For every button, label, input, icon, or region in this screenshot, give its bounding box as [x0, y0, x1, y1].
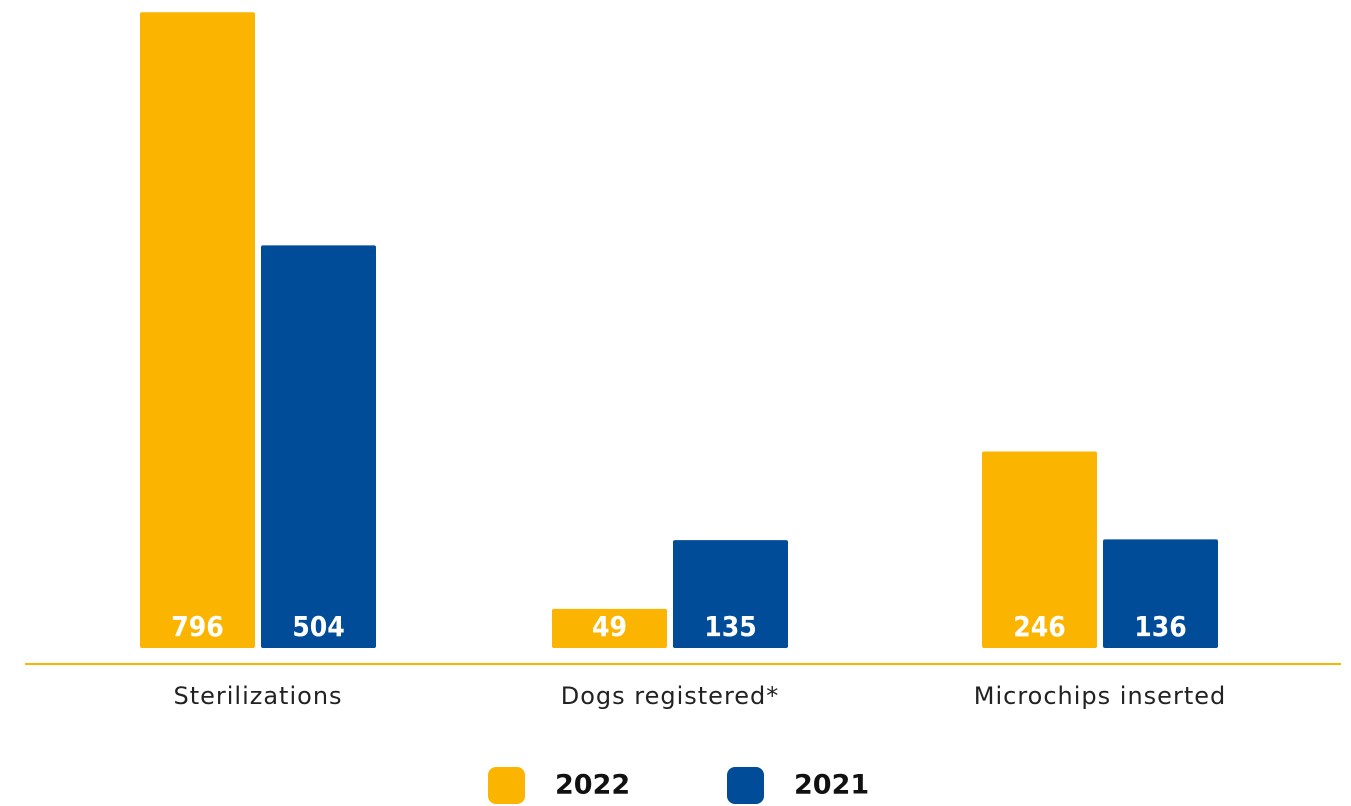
bar: [140, 12, 255, 648]
x-tick-label: Dogs registered*: [561, 682, 780, 710]
value-label: 136: [1134, 610, 1187, 643]
legend-label: 2021: [794, 770, 869, 801]
value-label: 796: [171, 610, 224, 643]
legend-swatch: [488, 767, 525, 804]
value-label: 504: [292, 610, 345, 643]
x-tick-label: Sterilizations: [173, 682, 342, 710]
bar: [673, 540, 788, 648]
value-label: 246: [1013, 610, 1066, 643]
value-label: 49: [592, 610, 627, 643]
value-label: 135: [704, 610, 757, 643]
bar: [1103, 539, 1218, 648]
legend-swatch: [727, 767, 764, 804]
legend-label: 2022: [555, 770, 630, 801]
bar: [552, 608, 667, 648]
bar: [982, 451, 1097, 648]
bar: [261, 245, 376, 648]
x-tick-label: Microchips inserted: [974, 682, 1226, 710]
